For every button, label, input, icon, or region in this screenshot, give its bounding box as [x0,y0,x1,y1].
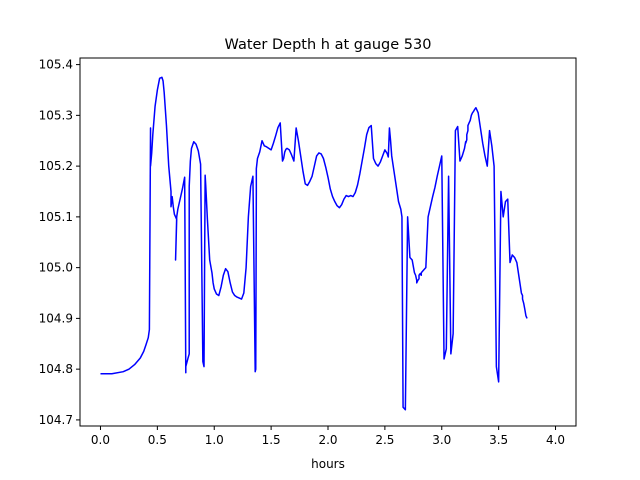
x-tick-label: 3.0 [432,433,451,447]
y-tick-label: 104.7 [39,413,73,427]
y-tick-label: 104.9 [39,311,73,325]
x-tick-label: 4.0 [546,433,565,447]
x-tick-label: 2.5 [375,433,394,447]
x-axis: 0.0 0.5 1.0 1.5 2.0 2.5 3.0 3.5 4.0 [91,426,565,447]
y-tick-label: 105.2 [39,159,73,173]
y-tick-label: 105.1 [39,210,73,224]
x-tick-label: 0.5 [148,433,167,447]
plot-area [100,76,528,411]
x-tick-label: 1.0 [205,433,224,447]
y-tick-label: 104.8 [39,362,73,376]
x-tick-label: 0.0 [91,433,110,447]
y-axis: 104.7 104.8 104.9 105.0 105.1 105.2 105.3 105.4 [39,58,80,427]
y-tick-label: 105.0 [39,261,73,275]
x-tick-label: 3.5 [489,433,508,447]
chart-title: Water Depth h at gauge 530 [225,37,432,53]
x-tick-label: 1.5 [262,433,281,447]
y-tick-label: 105.3 [39,108,73,122]
y-tick-label: 105.4 [39,58,73,72]
x-axis-label: hours [311,457,345,471]
x-tick-label: 2.0 [318,433,337,447]
water-depth-series-line [100,76,528,411]
